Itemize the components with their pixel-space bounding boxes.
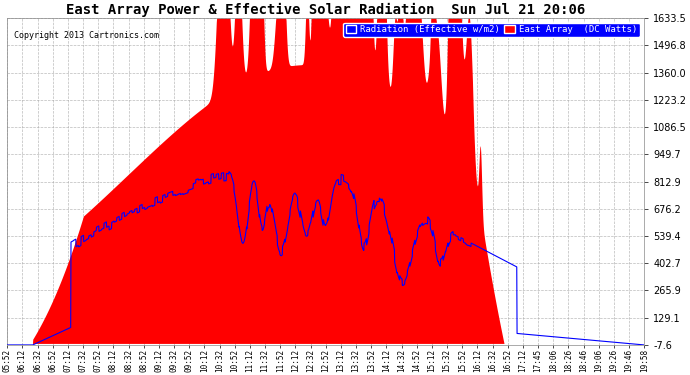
Legend: Radiation (Effective w/m2), East Array  (DC Watts): Radiation (Effective w/m2), East Array (…: [343, 22, 640, 37]
Text: Copyright 2013 Cartronics.com: Copyright 2013 Cartronics.com: [14, 31, 159, 40]
Title: East Array Power & Effective Solar Radiation  Sun Jul 21 20:06: East Array Power & Effective Solar Radia…: [66, 3, 585, 17]
